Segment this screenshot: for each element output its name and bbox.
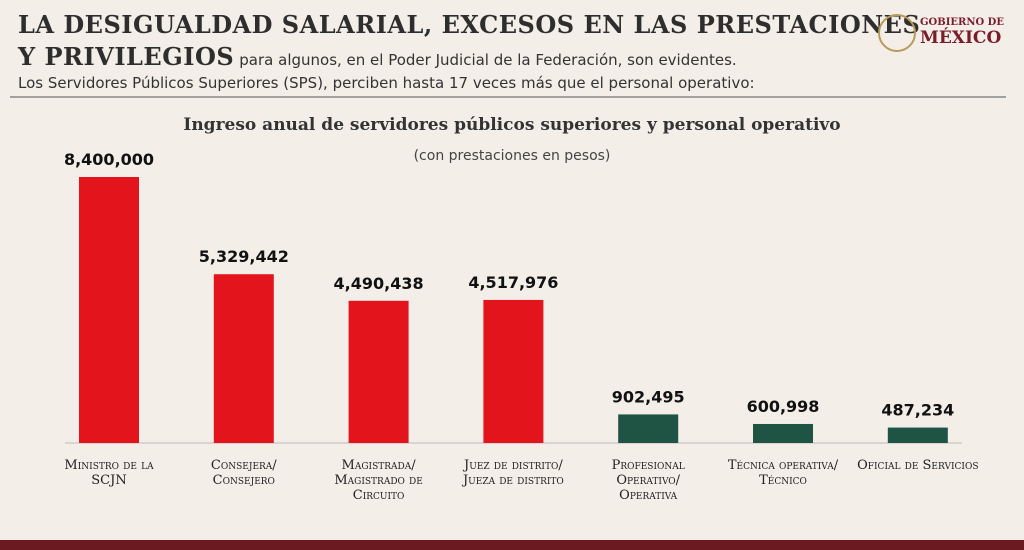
- logo: GOBIERNO DE MÉXICO: [878, 14, 1004, 52]
- category-label: Consejera/ Consejero: [210, 458, 277, 488]
- headline-emphasis: Y PRIVILEGIOS: [18, 42, 235, 71]
- value-label: 8,400,000: [64, 150, 154, 169]
- chart-subtitle: (con prestaciones en pesos): [414, 148, 611, 164]
- category-label: Oficial de Servicios: [857, 458, 979, 473]
- chart-title: Ingreso anual de servidores públicos sup…: [183, 115, 840, 135]
- category-label: Técnica operativa/ Técnico: [727, 458, 839, 488]
- category-label: Profesional Operativo/ Operativa: [611, 458, 685, 503]
- bar: [753, 423, 813, 443]
- logo-emblem: [878, 14, 916, 52]
- value-label: 600,998: [747, 397, 820, 416]
- bar: [348, 300, 409, 443]
- value-label: 487,234: [881, 401, 954, 420]
- headline: LA DESIGUALDAD SALARIAL, EXCESOS EN LAS …: [18, 10, 921, 39]
- value-label: 902,495: [612, 387, 685, 406]
- headline-line: Y PRIVILEGIOS para algunos, en el Poder …: [18, 42, 737, 71]
- bar: [887, 427, 948, 443]
- headline-rest: para algunos, en el Poder Judicial de la…: [239, 51, 737, 69]
- value-label: 4,490,438: [334, 274, 424, 293]
- headline-subtitle: Los Servidores Públicos Superiores (SPS)…: [18, 74, 755, 92]
- logo-line2: MÉXICO: [920, 28, 1002, 48]
- value-label: 5,329,442: [199, 247, 289, 266]
- bar: [483, 299, 544, 443]
- bar: [618, 414, 679, 443]
- logo-line1: GOBIERNO DE: [920, 17, 1004, 28]
- footer-stripe: [0, 540, 1024, 550]
- category-label: Juez de distrito/ Jueza de distrito: [462, 458, 564, 488]
- category-label: Magistrada/ Magistrado de Circuito: [334, 458, 423, 503]
- category-label: Ministro de la SCJN: [64, 458, 154, 488]
- value-label: 4,517,976: [468, 273, 558, 292]
- bar: [79, 177, 139, 443]
- bar: [213, 274, 274, 443]
